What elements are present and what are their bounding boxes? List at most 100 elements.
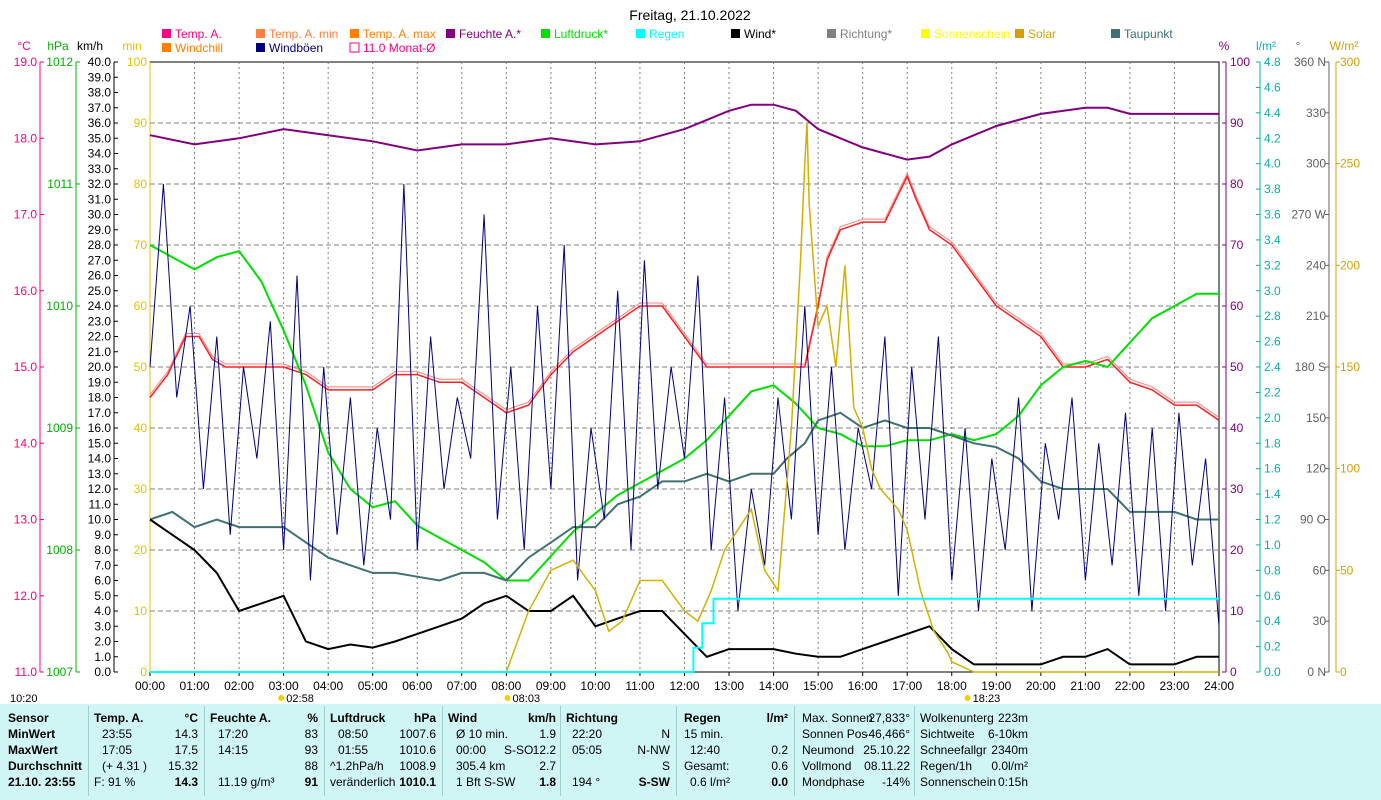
humidity-max-value: 93: [304, 743, 318, 757]
wind-run: 305.4 km: [456, 759, 506, 773]
x-tick-label: 23:00: [1159, 679, 1189, 693]
humidity-unit: %: [307, 711, 318, 725]
axis-tick-label: 90: [134, 116, 148, 130]
axis-tick-label: 300: [1306, 157, 1326, 171]
axis-tick-label: 4.4: [1264, 106, 1281, 120]
series-wind: [149, 518, 1219, 666]
axis-tick-label: 3.0: [94, 619, 111, 633]
unit-label-min: min: [122, 39, 141, 53]
legend-swatch: [350, 29, 359, 38]
x-tick-label: 15:00: [803, 679, 833, 693]
wind-max-value: 12.2: [532, 743, 556, 757]
axis-tick-label: 19.0: [14, 55, 38, 69]
rain-15min-label: 15 min.: [684, 727, 724, 741]
axis-tick-label: 16.0: [88, 421, 112, 435]
axis-tick-label: 10.0: [88, 513, 112, 527]
x-tick-label: 10:00: [580, 679, 610, 693]
axis-tick-label: 25.0: [88, 284, 112, 298]
legend-label: Regen: [649, 27, 684, 41]
temp-humidity-now: F: 91 %: [94, 775, 136, 789]
axis-tick-label: 35.0: [88, 131, 112, 145]
x-tick-label: 21:00: [1070, 679, 1100, 693]
axis-tick-label: 3.4: [1264, 233, 1281, 247]
axis-tick-label: 29.0: [88, 223, 112, 237]
unit-label-solar: W/m²: [1330, 39, 1359, 53]
axis-tick-label: 5.0: [94, 589, 111, 603]
marker-label: 10:20: [10, 693, 38, 704]
legend-swatch: [256, 29, 265, 38]
wind-avg10-value: 1.9: [539, 727, 556, 741]
x-tick-label: 12:00: [669, 679, 699, 693]
legend-label: Feuchte A.*: [459, 27, 521, 41]
legend-label: Solar: [1028, 27, 1056, 41]
new-moon-value: 25.10.22: [863, 743, 910, 757]
rain-total-label: Gesamt:: [684, 759, 730, 773]
axis-tick-label: 30: [134, 482, 148, 496]
axis-tick-label: 30: [1230, 482, 1244, 496]
axis-tick-label: 39.0: [88, 70, 112, 84]
axis-tick-label: 26.0: [88, 269, 112, 283]
x-tick-label: 01:00: [180, 679, 210, 693]
unit-label-rain: l/m²: [1256, 39, 1276, 53]
moon-phase-label: Mondphase: [802, 775, 865, 789]
wind-beaufort: 1 Bft S-SW: [456, 775, 516, 789]
axis-tick-label: 1011: [47, 177, 73, 191]
legend: Temp. A. Temp. A. min Temp. A. max Feuchte …: [162, 27, 1173, 55]
axis-tick-label: 2.6: [1264, 335, 1281, 349]
axis-tick-label: 330: [1306, 106, 1326, 120]
axis-tick-label: 0.6: [1264, 589, 1281, 603]
humidity-current: 91: [304, 775, 318, 789]
legend-swatch: [1015, 29, 1024, 38]
axis-tick-label: 30.0: [88, 208, 112, 222]
legend-label: Temp. A. min: [269, 27, 338, 41]
temp-max-value: 17.5: [174, 743, 198, 757]
axis-tick-label: 31.0: [88, 192, 112, 206]
snowline-label: Schneefallgr: [920, 743, 987, 757]
x-tick-label: 13:00: [714, 679, 744, 693]
axis-tick-label: 1008: [46, 543, 73, 557]
axis-tick-label: 4.2: [1264, 131, 1281, 145]
chart-title: Freitag, 21.10.2022: [629, 7, 751, 23]
x-tick-label: 08:00: [491, 679, 521, 693]
x-tick-label: 05:00: [358, 679, 388, 693]
x-tick-label: 07:00: [447, 679, 477, 693]
x-tick-label: 06:00: [402, 679, 432, 693]
visibility-value: 6-10km: [987, 727, 1028, 741]
axis-tick-label: 14.0: [14, 436, 38, 450]
rain-unit: l/m²: [766, 711, 788, 725]
axis-tick-label: 33.0: [88, 162, 112, 176]
direction-min-time: 22:20: [572, 727, 603, 741]
legend-label: Temp. A. max: [363, 27, 436, 41]
marker-label: 08:03: [513, 693, 541, 704]
temp-header: Temp. A.: [94, 711, 144, 725]
wind-current: 1.8: [539, 775, 556, 789]
rain-current: 0.0: [771, 775, 788, 789]
axis-tick-label: 2.0: [94, 635, 111, 649]
x-tick-label: 22:00: [1115, 679, 1145, 693]
axis-tick-label: 38.0: [88, 86, 112, 100]
axis-tick-label: 0.2: [1264, 640, 1281, 654]
axis-tick-label: 50: [134, 360, 148, 374]
legend-swatch: [162, 43, 171, 52]
rain-1h-value: 0.0l/m²: [991, 759, 1028, 773]
legend-swatch: [636, 29, 645, 38]
legend-swatch: [446, 29, 455, 38]
snowline-value: 2340m: [991, 743, 1028, 757]
axis-tick-label: 180 S: [1295, 360, 1326, 374]
x-tick-label: 02:00: [224, 679, 254, 693]
humidity-header: Feuchte A.: [210, 711, 271, 725]
axis-tick-label: 8.0: [94, 543, 111, 557]
axis-tick-label: 80: [1230, 177, 1244, 191]
pressure-max-time: 01:55: [338, 743, 369, 757]
axis-tick-label: 23.0: [88, 314, 112, 328]
axis-tick-label: 1007: [46, 665, 73, 679]
humidity-avg-value: 88: [304, 759, 318, 773]
legend-label: Luftdruck*: [554, 27, 608, 41]
axis-tick-label: 200: [1340, 258, 1360, 272]
series-taupunkt: [149, 411, 1219, 582]
axis-tick-label: 0.8: [1264, 563, 1281, 577]
direction-max-time: 05:05: [572, 743, 603, 757]
max-label: MaxWert: [8, 743, 58, 757]
axis-tick-label: 14.0: [88, 452, 112, 466]
axis-tick-label: 3.6: [1264, 208, 1281, 222]
